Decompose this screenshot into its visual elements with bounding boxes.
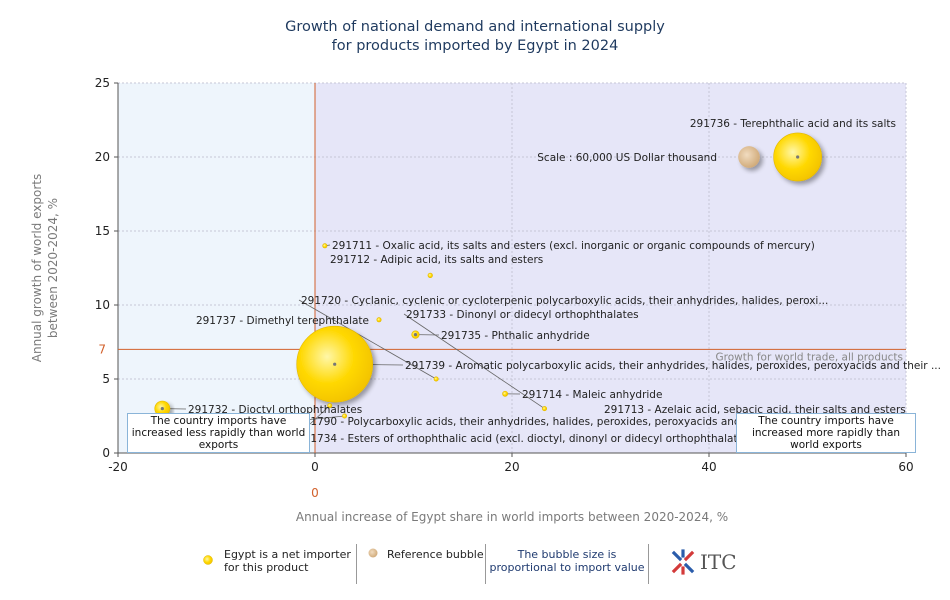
bubble-label: 291714 - Maleic anhydride: [522, 389, 662, 401]
x-tick-label: 0: [311, 460, 319, 474]
bubble-center-dot: [333, 362, 337, 366]
reference-x-label: 0: [311, 486, 319, 500]
bubble-label: 291736 - Terephthalic acid and its salts: [690, 118, 896, 130]
bubble-point: [327, 403, 333, 409]
itc-logo: ITC: [660, 544, 750, 584]
quadrant-note-right: The country imports have increased more …: [736, 413, 916, 453]
legend-reference-text: Reference bubble: [387, 548, 484, 561]
y-tick-label: 5: [102, 372, 110, 386]
bubbles: [154, 132, 822, 444]
bubble-point: [376, 317, 382, 323]
y-axis-title-line2: between 2020-2024, %: [46, 198, 60, 338]
bubble-point: [433, 376, 439, 382]
chart-title: Growth of national demand and internatio…: [0, 18, 950, 56]
legend-reference: Reference bubble: [357, 544, 485, 584]
bubble-label: 291735 - Phthalic anhydride: [441, 330, 590, 342]
bubble-label: 291734 - Esters of orthophthalic acid (e…: [297, 433, 754, 445]
bubble-label: 291739 - Aromatic polycarboxylic acids, …: [405, 360, 941, 372]
bubble-label: 291711 - Oxalic acid, its salts and este…: [332, 240, 815, 252]
legend-size-note: The bubble size is proportional to impor…: [486, 544, 646, 584]
bubble-label: 291790 - Polycarboxylic acids, their anh…: [297, 416, 788, 428]
bubble-point: [542, 406, 548, 412]
y-tick-label: 0: [102, 446, 110, 460]
y-tick-label: 10: [95, 298, 110, 312]
bubble-center-dot: [160, 407, 164, 411]
reference-y-label: 7: [98, 342, 106, 356]
x-tick-label: 60: [898, 460, 913, 474]
legend-net-importer-text: Egypt is a net importer for this product: [224, 548, 351, 574]
bubble-label: 291733 - Dinonyl or didecyl orthophthala…: [406, 309, 639, 321]
x-axis-title: Annual increase of Egypt share in world …: [296, 510, 728, 524]
reference-bubble-icon: [368, 548, 378, 558]
legend-net-importer: Egypt is a net importer for this product: [190, 544, 355, 584]
y-tick-label: 20: [95, 150, 110, 164]
quadrant-note-right-text: The country imports have increased more …: [751, 415, 901, 451]
y-tick-label: 25: [95, 76, 110, 90]
quadrant-note-left-text: The country imports have increased less …: [131, 415, 306, 451]
legend-separator: [356, 544, 357, 584]
leader-line: [298, 299, 437, 380]
x-tick-label: 40: [701, 460, 716, 474]
legend-separator: [485, 544, 486, 584]
x-tick-label: -20: [108, 460, 128, 474]
bubble-point: [427, 272, 433, 279]
bubble-center-dot: [796, 155, 800, 159]
y-axis-title-line1: Annual growth of world exports: [30, 174, 44, 362]
reference-line-caption: Growth for world trade, all products: [716, 351, 904, 363]
legend-size-note-text: The bubble size is proportional to impor…: [489, 548, 645, 574]
legend-separator: [648, 544, 649, 584]
quadrant-left-area: [118, 83, 315, 453]
bubble-label: 291720 - Cyclanic, cyclenic or cycloterp…: [301, 295, 828, 307]
bubble-point: [322, 243, 328, 249]
reference-bubble: [738, 146, 760, 168]
legend: Egypt is a net importer for this product…: [190, 544, 750, 586]
itc-logo-icon: [671, 549, 695, 575]
quadrant-note-left: The country imports have increased less …: [127, 413, 310, 453]
chart-title-line1: Growth of national demand and internatio…: [285, 19, 665, 35]
bubble-label: 291712 - Adipic acid, its salts and este…: [330, 254, 543, 266]
bubble-center-dot: [413, 333, 418, 337]
bubble-labels: 291736 - Terephthalic acid and its salts…: [188, 118, 941, 445]
itc-logo-text: ITC: [700, 550, 737, 574]
leader-line: [403, 313, 545, 409]
x-tick-label: 20: [504, 460, 519, 474]
yellow-bubble-icon: [203, 555, 213, 565]
bubble-point: [502, 390, 509, 397]
chart-title-line2: for products imported by Egypt in 2024: [331, 38, 619, 54]
bubble-point: [342, 413, 348, 419]
bubble-label: 291737 - Dimethyl terephthalate: [196, 315, 369, 327]
axis-titles: Annual increase of Egypt share in world …: [30, 174, 728, 524]
reference-bubble-label: Scale : 60,000 US Dollar thousand: [537, 152, 717, 164]
y-tick-label: 15: [95, 224, 110, 238]
